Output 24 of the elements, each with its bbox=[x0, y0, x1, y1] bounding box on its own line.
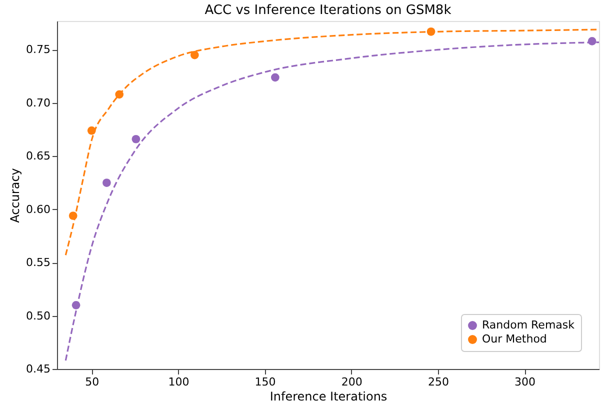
line-series bbox=[64, 28, 599, 256]
line-series bbox=[64, 41, 599, 362]
y-tick-label: 0.75 bbox=[26, 43, 50, 56]
legend-label: Our Method bbox=[482, 332, 547, 346]
x-tick-label: 300 bbox=[514, 376, 536, 388]
y-axis-title: Accuracy bbox=[8, 168, 22, 223]
x-axis-title: Inference Iterations bbox=[270, 390, 388, 404]
legend-label: Random Remask bbox=[482, 318, 576, 332]
point bbox=[190, 50, 199, 60]
point bbox=[271, 73, 280, 82]
y-tick-label: 0.70 bbox=[26, 96, 50, 110]
y-tick-label: 0.60 bbox=[26, 202, 50, 216]
x-tick-label: 250 bbox=[428, 376, 449, 388]
y-tick-label: 0.50 bbox=[26, 309, 50, 322]
x-tick-label: 100 bbox=[168, 376, 190, 388]
point bbox=[132, 134, 140, 144]
x-tick-label: 50 bbox=[85, 376, 100, 388]
point bbox=[102, 178, 111, 187]
x-tick-label: 200 bbox=[341, 376, 362, 388]
y-tick-label: 0.65 bbox=[26, 150, 50, 163]
y-tick-label: 0.45 bbox=[26, 362, 50, 376]
chart-title: ACC vs Inference Iterations on GSM8k bbox=[204, 3, 452, 18]
y-tick-label: 0.55 bbox=[26, 256, 50, 270]
x-tick-label: 150 bbox=[254, 376, 276, 388]
